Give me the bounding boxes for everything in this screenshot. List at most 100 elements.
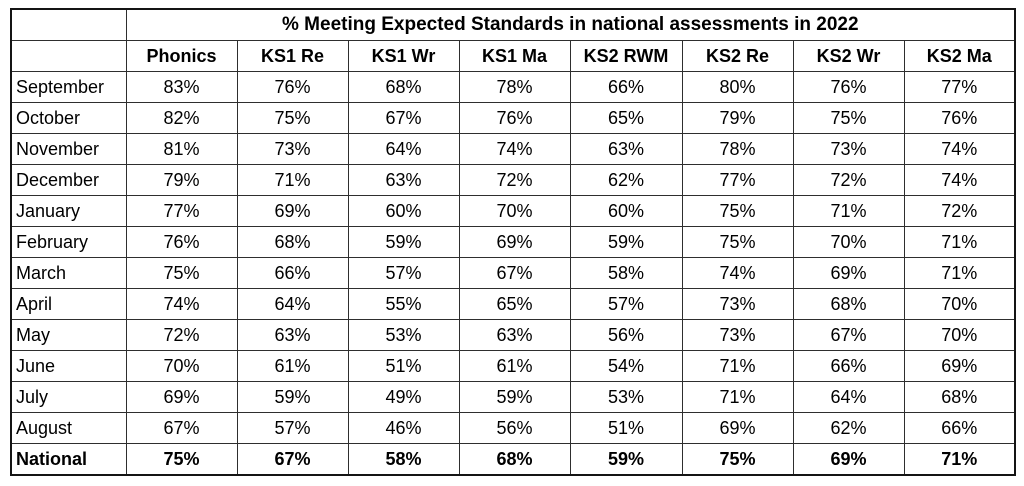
data-cell: 69%	[681, 412, 794, 444]
data-cell: 64%	[347, 133, 460, 165]
data-cell: 69%	[792, 257, 905, 289]
data-cell: 73%	[236, 133, 349, 165]
data-cell: 70%	[903, 319, 1016, 351]
data-cell: 68%	[458, 443, 571, 476]
row-label: July	[10, 381, 127, 413]
table-row-february: February 76% 68% 59% 69% 59% 75% 70% 71%	[10, 226, 1016, 258]
data-cell: 67%	[792, 319, 905, 351]
table-row-national: National 75% 67% 58% 68% 59% 75% 69% 71%	[10, 443, 1016, 476]
data-cell: 66%	[903, 412, 1016, 444]
data-cell: 71%	[903, 443, 1016, 476]
data-cell: 69%	[903, 350, 1016, 382]
data-cell: 63%	[569, 133, 683, 165]
data-cell: 53%	[569, 381, 683, 413]
data-cell: 57%	[236, 412, 349, 444]
data-cell: 83%	[125, 71, 238, 103]
table-row-august: August 67% 57% 46% 56% 51% 69% 62% 66%	[10, 412, 1016, 444]
row-label: August	[10, 412, 127, 444]
title-row: % Meeting Expected Standards in national…	[10, 8, 1016, 41]
data-cell: 71%	[236, 164, 349, 196]
data-cell: 65%	[569, 102, 683, 134]
data-cell: 66%	[569, 71, 683, 103]
data-cell: 69%	[236, 195, 349, 227]
data-cell: 70%	[903, 288, 1016, 320]
data-cell: 68%	[903, 381, 1016, 413]
data-cell: 75%	[792, 102, 905, 134]
table-row-december: December 79% 71% 63% 72% 62% 77% 72% 74%	[10, 164, 1016, 196]
column-header-row: Phonics KS1 Re KS1 Wr KS1 Ma KS2 RWM KS2 Re KS…	[10, 40, 1016, 72]
table-row-october: October 82% 75% 67% 76% 65% 79% 75% 76%	[10, 102, 1016, 134]
data-cell: 72%	[792, 164, 905, 196]
assessment-table-container: % Meeting Expected Standards in national…	[10, 8, 1017, 476]
data-cell: 60%	[569, 195, 683, 227]
data-cell: 58%	[569, 257, 683, 289]
data-cell: 74%	[681, 257, 794, 289]
data-cell: 51%	[569, 412, 683, 444]
data-cell: 76%	[236, 71, 349, 103]
data-cell: 71%	[792, 195, 905, 227]
data-cell: 71%	[681, 350, 794, 382]
table-row-april: April 74% 64% 55% 65% 57% 73% 68% 70%	[10, 288, 1016, 320]
data-cell: 74%	[458, 133, 571, 165]
data-cell: 70%	[792, 226, 905, 258]
data-cell: 66%	[792, 350, 905, 382]
data-cell: 75%	[681, 195, 794, 227]
data-cell: 51%	[347, 350, 460, 382]
column-header-ks2-re: KS2 Re	[681, 40, 794, 72]
data-cell: 73%	[681, 288, 794, 320]
table-row-january: January 77% 69% 60% 70% 60% 75% 71% 72%	[10, 195, 1016, 227]
table-row-may: May 72% 63% 53% 63% 56% 73% 67% 70%	[10, 319, 1016, 351]
data-cell: 57%	[347, 257, 460, 289]
data-cell: 59%	[347, 226, 460, 258]
data-cell: 71%	[681, 381, 794, 413]
row-label: December	[10, 164, 127, 196]
data-cell: 74%	[125, 288, 238, 320]
data-cell: 74%	[903, 164, 1016, 196]
data-cell: 75%	[681, 226, 794, 258]
data-cell: 66%	[236, 257, 349, 289]
data-cell: 77%	[903, 71, 1016, 103]
data-cell: 62%	[792, 412, 905, 444]
data-cell: 57%	[569, 288, 683, 320]
column-header-ks1-ma: KS1 Ma	[458, 40, 571, 72]
data-cell: 64%	[792, 381, 905, 413]
data-cell: 76%	[125, 226, 238, 258]
row-label: June	[10, 350, 127, 382]
data-cell: 68%	[236, 226, 349, 258]
column-header-ks2-ma: KS2 Ma	[903, 40, 1016, 72]
row-label: May	[10, 319, 127, 351]
data-cell: 49%	[347, 381, 460, 413]
data-cell: 76%	[903, 102, 1016, 134]
data-cell: 70%	[458, 195, 571, 227]
data-cell: 74%	[903, 133, 1016, 165]
data-cell: 46%	[347, 412, 460, 444]
table-title: % Meeting Expected Standards in national…	[125, 8, 1016, 41]
data-cell: 63%	[458, 319, 571, 351]
row-label: March	[10, 257, 127, 289]
data-cell: 69%	[792, 443, 905, 476]
data-cell: 71%	[903, 226, 1016, 258]
row-label: October	[10, 102, 127, 134]
row-label-header-cell	[10, 40, 127, 72]
column-header-ks1-re: KS1 Re	[236, 40, 349, 72]
data-cell: 76%	[792, 71, 905, 103]
data-cell: 78%	[458, 71, 571, 103]
data-cell: 56%	[569, 319, 683, 351]
data-cell: 81%	[125, 133, 238, 165]
row-label: November	[10, 133, 127, 165]
data-cell: 56%	[458, 412, 571, 444]
data-cell: 58%	[347, 443, 460, 476]
data-cell: 60%	[347, 195, 460, 227]
table-row-july: July 69% 59% 49% 59% 53% 71% 64% 68%	[10, 381, 1016, 413]
data-cell: 59%	[236, 381, 349, 413]
data-cell: 67%	[347, 102, 460, 134]
data-cell: 79%	[125, 164, 238, 196]
data-cell: 55%	[347, 288, 460, 320]
column-header-phonics: Phonics	[125, 40, 238, 72]
data-cell: 67%	[236, 443, 349, 476]
row-label: National	[10, 443, 127, 476]
table-row-november: November 81% 73% 64% 74% 63% 78% 73% 74%	[10, 133, 1016, 165]
data-cell: 79%	[681, 102, 794, 134]
data-cell: 68%	[347, 71, 460, 103]
data-cell: 67%	[458, 257, 571, 289]
